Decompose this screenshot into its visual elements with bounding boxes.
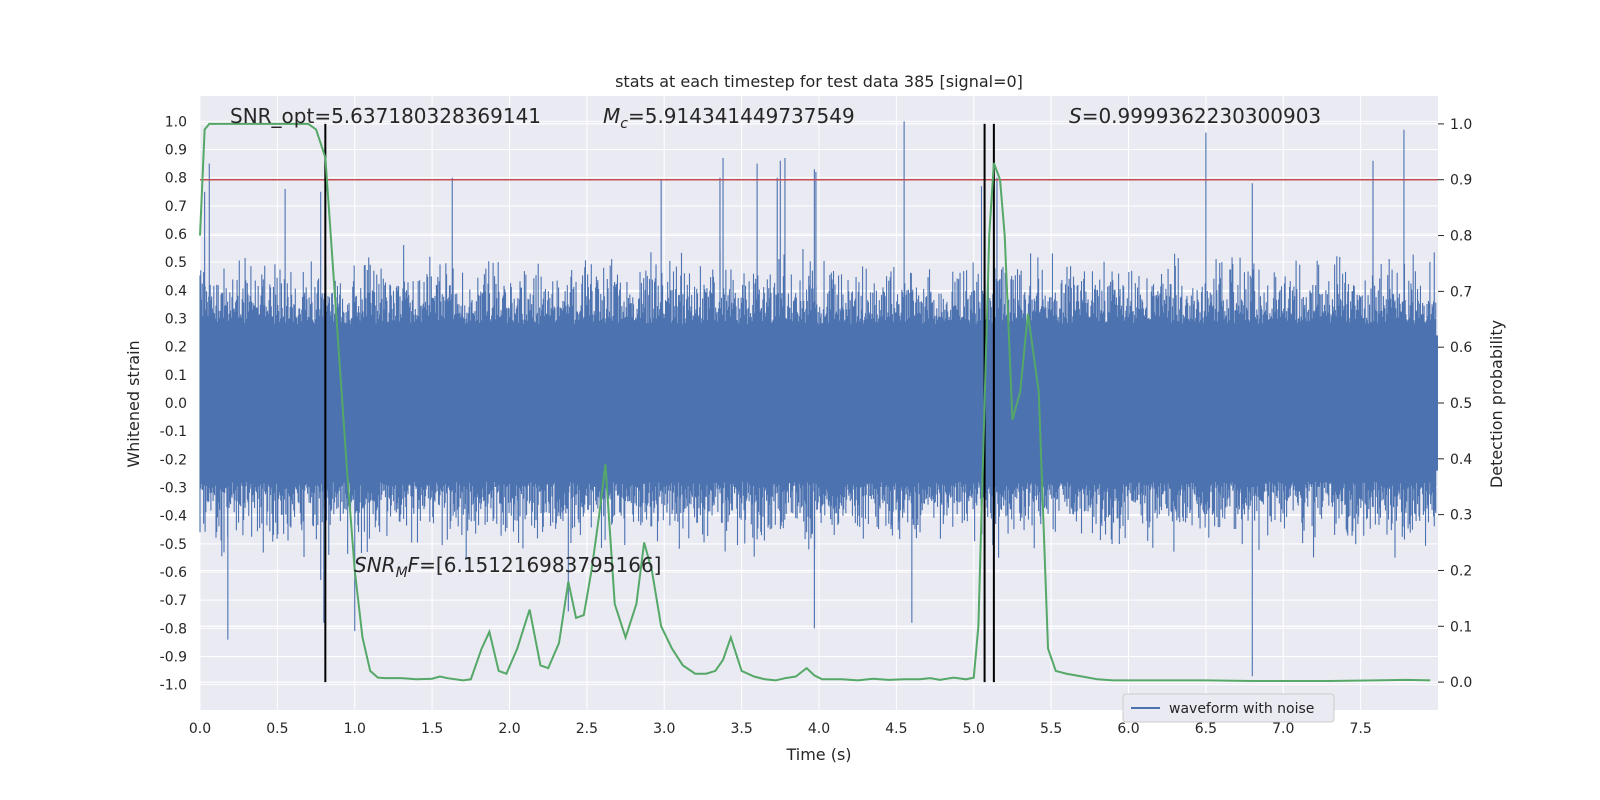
annotation-s: S=0.9999362230300903 <box>1069 104 1321 128</box>
y-tick-label: 0.7 <box>165 199 187 215</box>
y-tick-label: 0.9 <box>165 143 187 159</box>
x-tick-label: 0.5 <box>266 721 288 737</box>
y2-tick-label: 0.0 <box>1450 675 1472 691</box>
x-tick-label: 4.0 <box>808 721 830 737</box>
y2-tick-label: 0.2 <box>1450 563 1472 579</box>
y2-tick-label: 0.6 <box>1450 340 1472 356</box>
y-tick-label: -0.7 <box>160 593 187 609</box>
y-tick-label: -0.9 <box>160 649 187 665</box>
y2-axis-label: Detection probability <box>1487 320 1506 488</box>
annotation-snr-opt: SNR_opt=5.637180328369141 <box>230 104 541 128</box>
x-tick-label: 2.5 <box>576 721 598 737</box>
y-tick-label: 1.0 <box>165 114 187 130</box>
y2-tick-label: 0.5 <box>1450 396 1472 412</box>
y-tick-label: -0.4 <box>160 509 187 525</box>
y-tick-label: 0.0 <box>165 396 187 412</box>
y2-tick-label: 0.3 <box>1450 508 1472 524</box>
probability-series <box>199 122 1431 682</box>
x-axis-label: Time (s) <box>785 745 851 764</box>
x-tick-label: 5.5 <box>1040 721 1062 737</box>
x-tick-label: 5.0 <box>963 721 985 737</box>
y2-tick-label: 1.0 <box>1450 117 1472 133</box>
x-tick-label: 1.0 <box>344 721 366 737</box>
y-tick-label: 0.5 <box>165 255 187 271</box>
strain-series <box>199 121 1438 677</box>
x-tick-label: 6.0 <box>1117 721 1139 737</box>
y-tick-label: -0.2 <box>160 452 187 468</box>
y2-tick-label: 0.9 <box>1450 173 1472 189</box>
y-tick-label: -0.5 <box>160 537 187 553</box>
x-tick-label: 1.5 <box>421 721 443 737</box>
chart-title: stats at each timestep for test data 385… <box>615 72 1023 91</box>
y-axis-label: Whitened strain <box>124 340 143 467</box>
y-tick-label: 0.1 <box>165 368 187 384</box>
axes: 0.0 0.5 1.0 1.5 2.0 2.5 3.0 3.5 4.0 4.5 5.0 5.5 6.0 6… <box>160 114 1473 737</box>
detection-probability-line <box>199 122 1431 682</box>
x-tick-label: 2.0 <box>498 721 520 737</box>
annotation-snr-mf: SNRMF=[6.151216983795166] <box>354 553 662 581</box>
y-tick-label: -0.3 <box>160 480 187 496</box>
x-tick-label: 0.0 <box>189 721 211 737</box>
x-tick-label: 6.5 <box>1195 721 1217 737</box>
y-tick-label: -0.1 <box>160 424 187 440</box>
y2-tick-label: 0.4 <box>1450 452 1472 468</box>
x-tick-label: 4.5 <box>885 721 907 737</box>
x-tick-label: 3.0 <box>653 721 675 737</box>
y-tick-label: 0.6 <box>165 227 187 243</box>
y-tick-label: 0.8 <box>165 171 187 187</box>
y-tick-label: 0.3 <box>165 312 187 328</box>
y2-tick-label: 0.1 <box>1450 619 1472 635</box>
waveform-core-band <box>200 335 1438 471</box>
x-tick-label: 7.5 <box>1349 721 1371 737</box>
y2-tick-label: 0.7 <box>1450 284 1472 300</box>
y-tick-label: 0.4 <box>165 283 187 299</box>
y-tick-label: -1.0 <box>160 678 187 694</box>
y-tick-label: 0.2 <box>165 340 187 356</box>
legend-box <box>1122 693 1335 723</box>
y-tick-label: -0.6 <box>160 565 187 581</box>
legend: waveform with noise <box>1122 693 1335 723</box>
y2-tick-label: 0.8 <box>1450 229 1472 245</box>
x-tick-label: 3.5 <box>730 721 752 737</box>
legend-entry: waveform with noise <box>1169 701 1314 717</box>
x-tick-label: 7.0 <box>1272 721 1294 737</box>
annotation-mc: Mc=5.914341449737549 <box>603 104 855 132</box>
y-tick-label: -0.8 <box>160 621 187 637</box>
